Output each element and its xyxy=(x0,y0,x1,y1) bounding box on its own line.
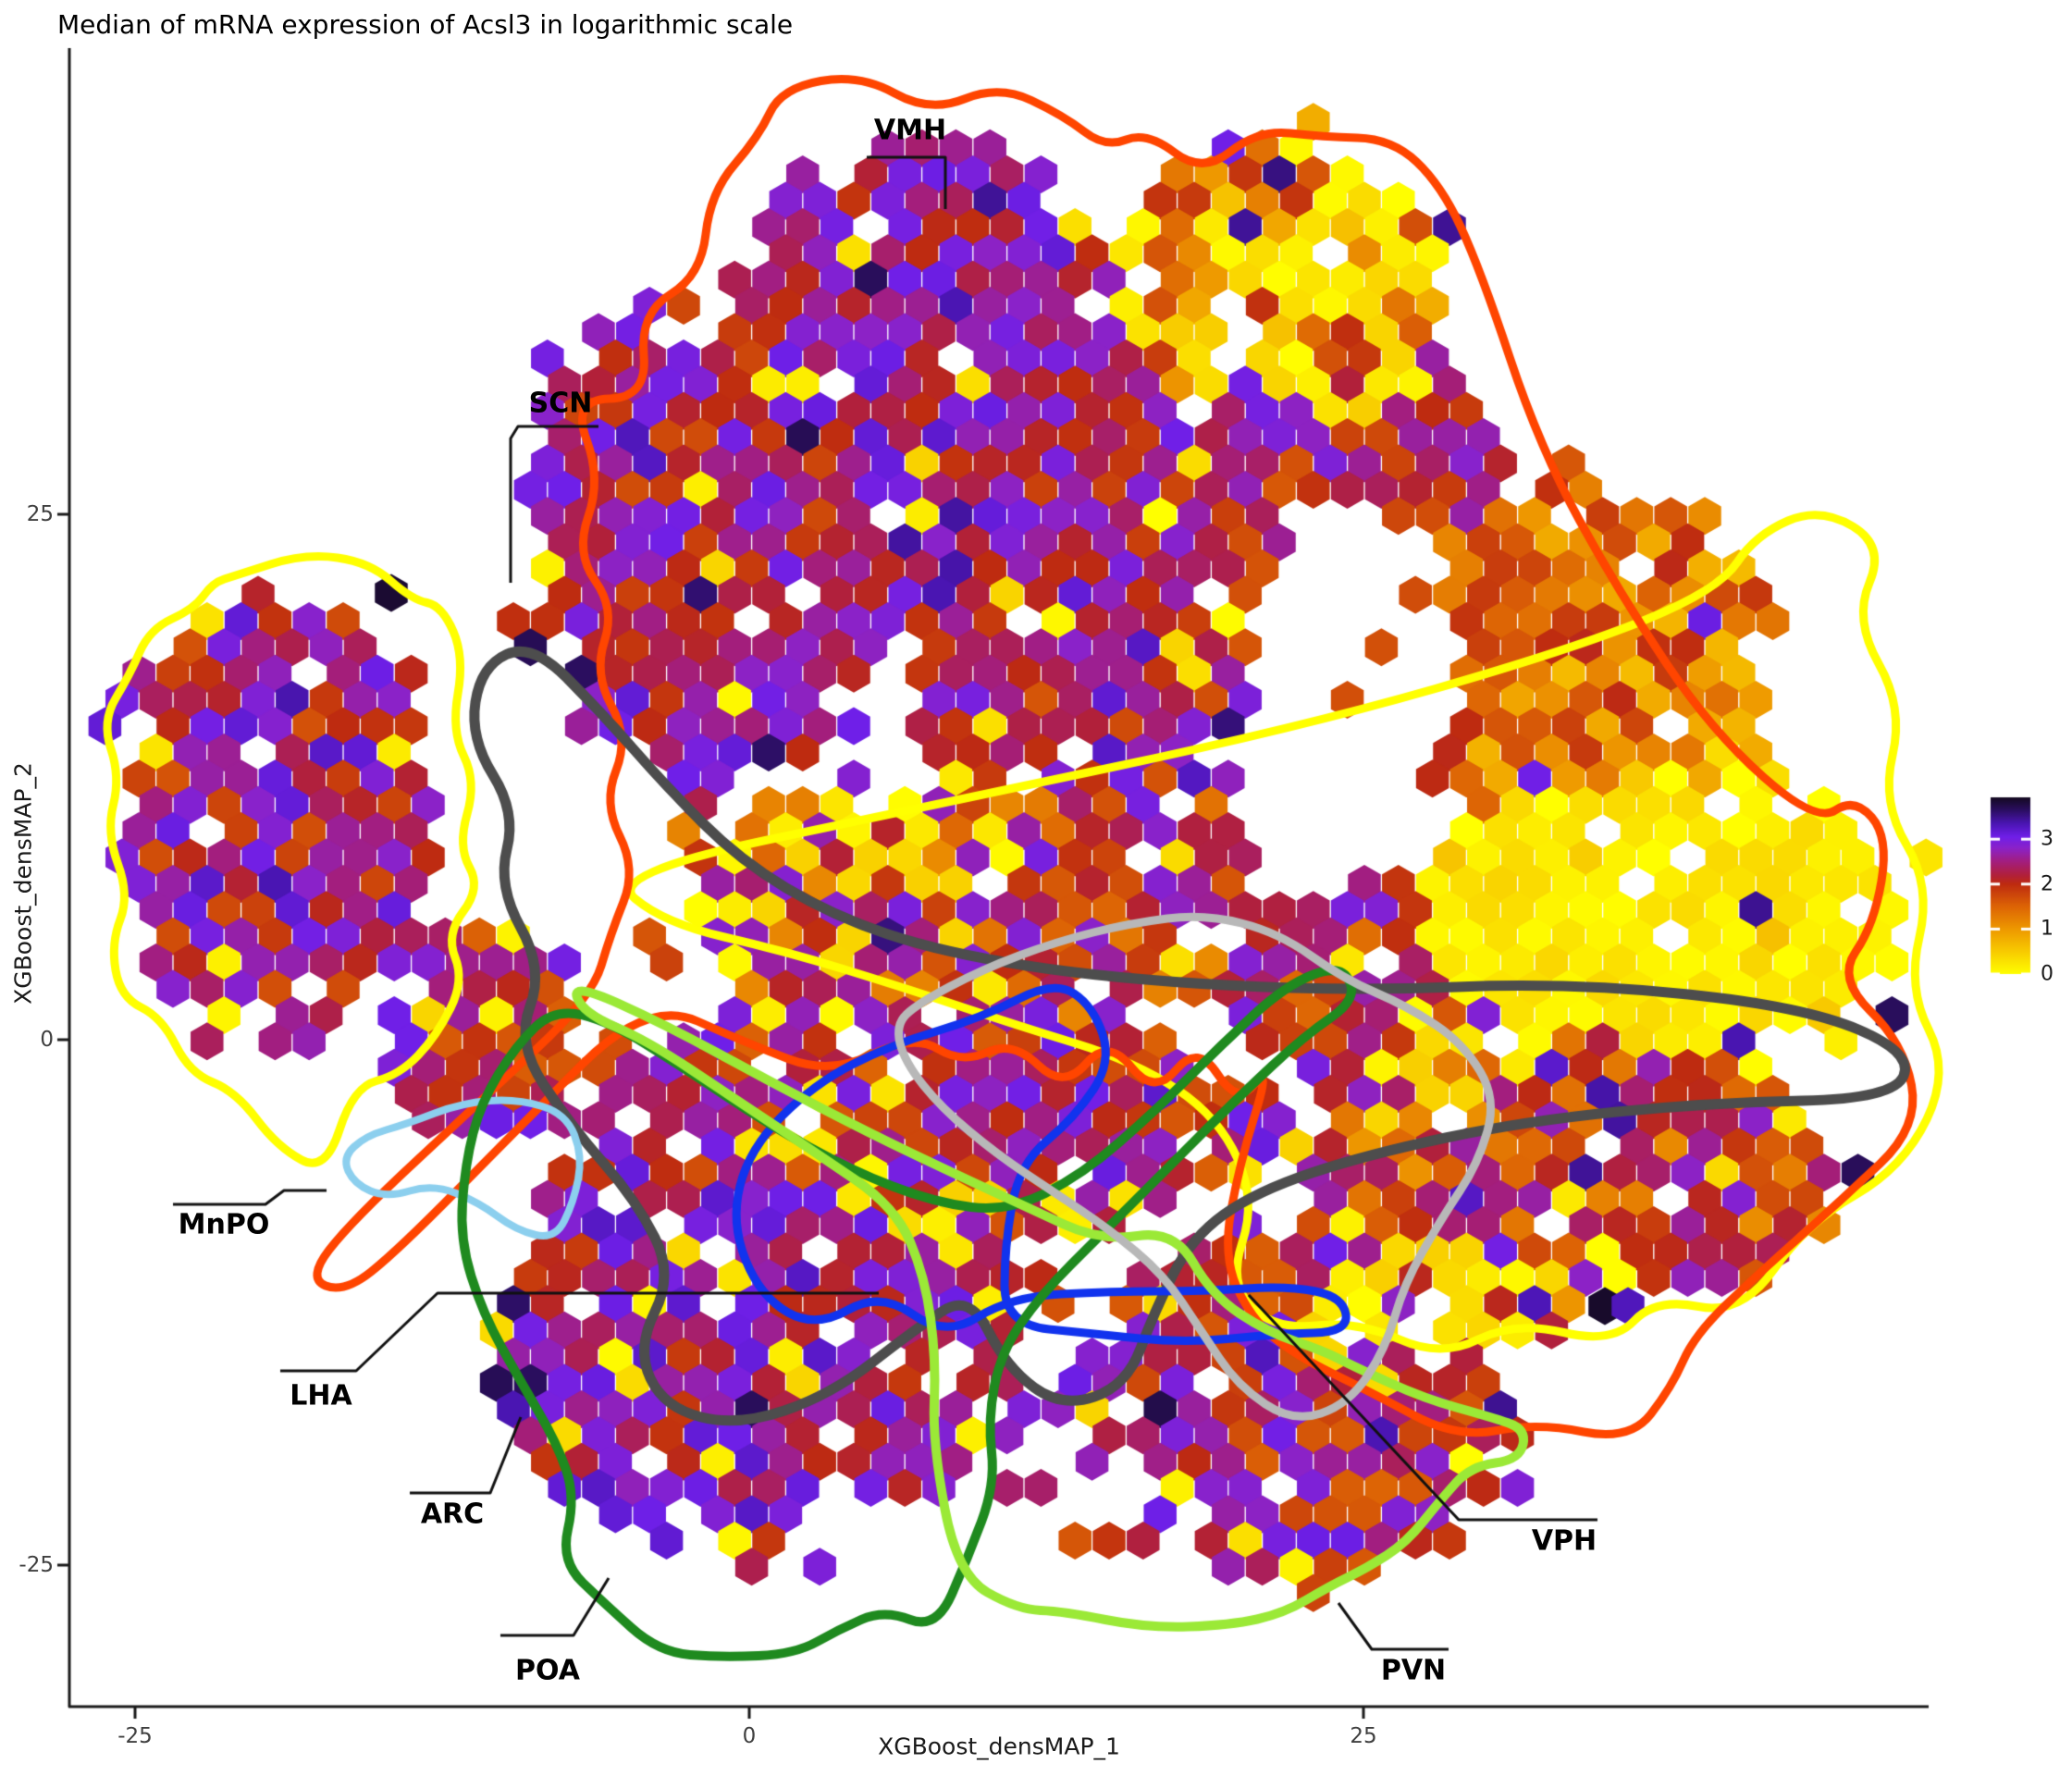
chart-title: Median of mRNA expression of Acsl3 in lo… xyxy=(57,9,794,40)
y-tick-label: 25 xyxy=(26,502,54,526)
region-label-arc: ARC xyxy=(420,1498,485,1531)
region-label-vph: VPH xyxy=(1531,1524,1597,1558)
region-label-vmh: VMH xyxy=(873,114,947,147)
x-tick-label: -25 xyxy=(117,1724,153,1748)
y-tick-label: -25 xyxy=(18,1553,54,1577)
region-label-poa: POA xyxy=(515,1654,580,1687)
region-label-scn: SCN xyxy=(528,387,593,420)
colorbar-tick-label: 2 xyxy=(2041,872,2054,896)
colorbar-tick-label: 1 xyxy=(2041,917,2054,941)
region-label-mnpo: MnPO xyxy=(178,1208,270,1241)
x-axis-label: XGBoost_densMAP_1 xyxy=(878,1733,1120,1760)
x-tick-label: 25 xyxy=(1350,1724,1377,1748)
colorbar-tick-label: 0 xyxy=(2041,962,2054,986)
x-tick-label: 0 xyxy=(742,1724,757,1748)
region-label-pvn: PVN xyxy=(1380,1654,1447,1687)
colorbar-tick-label: 3 xyxy=(2041,827,2054,851)
y-axis-label: XGBoost_densMAP_2 xyxy=(9,762,37,1005)
y-tick-label: 0 xyxy=(40,1028,54,1052)
region-label-lha: LHA xyxy=(290,1379,352,1412)
